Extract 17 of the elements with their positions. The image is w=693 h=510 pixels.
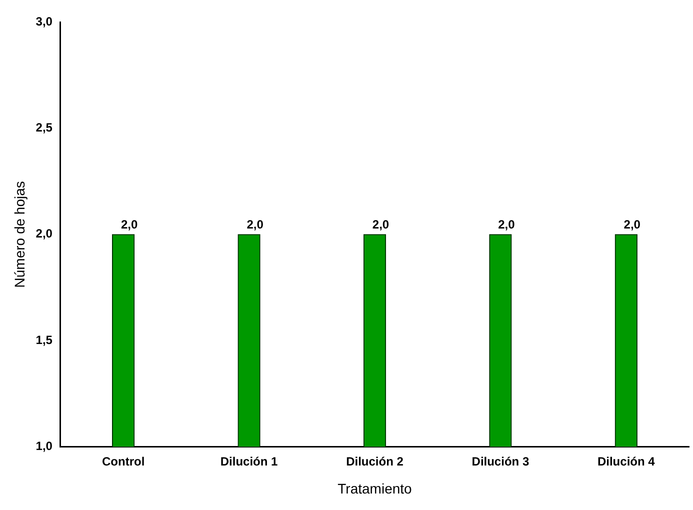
data-label: 2,0	[372, 218, 390, 232]
x-tick-label: Dilución 2	[346, 454, 404, 468]
y-tick-label: 3,0	[36, 14, 53, 28]
data-label: 2,0	[120, 218, 138, 232]
y-tick-label: 2,5	[36, 120, 53, 135]
y-tick-label: 2,0	[36, 226, 53, 241]
data-label: 2,0	[498, 218, 516, 232]
data-label: 2,0	[624, 218, 641, 232]
data-label: 2,0	[246, 218, 264, 232]
x-tick-label: Dilución 4	[597, 454, 656, 468]
x-axis-title: Tratamiento	[338, 480, 412, 496]
y-axis-title: Número de hojas	[11, 181, 28, 288]
y-tick-label: 1,5	[36, 332, 53, 347]
x-tick-label: Dilución 1	[220, 454, 278, 468]
y-tick-label: 1,0	[36, 439, 53, 454]
x-tick-label: Control	[102, 454, 145, 468]
x-tick-label: Dilución 3	[472, 454, 530, 468]
